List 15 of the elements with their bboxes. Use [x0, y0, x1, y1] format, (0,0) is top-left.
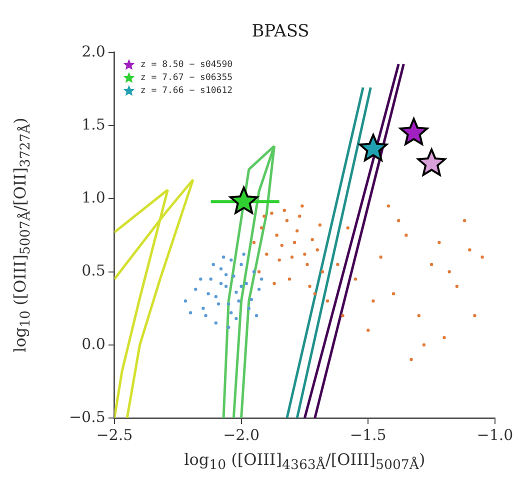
- chart-title: BPASS: [252, 22, 310, 42]
- y-tick-label: −0.5: [68, 408, 106, 426]
- x-tick-label: −1.5: [350, 426, 386, 444]
- y-tick-label: 1.5: [82, 115, 106, 134]
- y-tick-label: 1.0: [82, 188, 106, 207]
- x-tick-label: −2.5: [96, 426, 133, 444]
- legend-label: z = 7.67 − s06355: [140, 72, 233, 83]
- x-tick-label: −1.0: [476, 426, 514, 444]
- x-tick-label: −2.0: [223, 426, 260, 444]
- legend-label: z = 8.50 − s04590: [140, 60, 233, 70]
- y-tick-label: 2.0: [82, 42, 106, 60]
- y-tick-label: 0.0: [82, 334, 106, 353]
- legend-label: z = 7.66 − s10612: [140, 86, 233, 96]
- y-tick-label: 0.5: [82, 262, 106, 280]
- x-axis-title: log$_{10}$ ([OIII]$_{4363Å}$/[OIII]$_{5007Å}$): [183, 450, 426, 474]
